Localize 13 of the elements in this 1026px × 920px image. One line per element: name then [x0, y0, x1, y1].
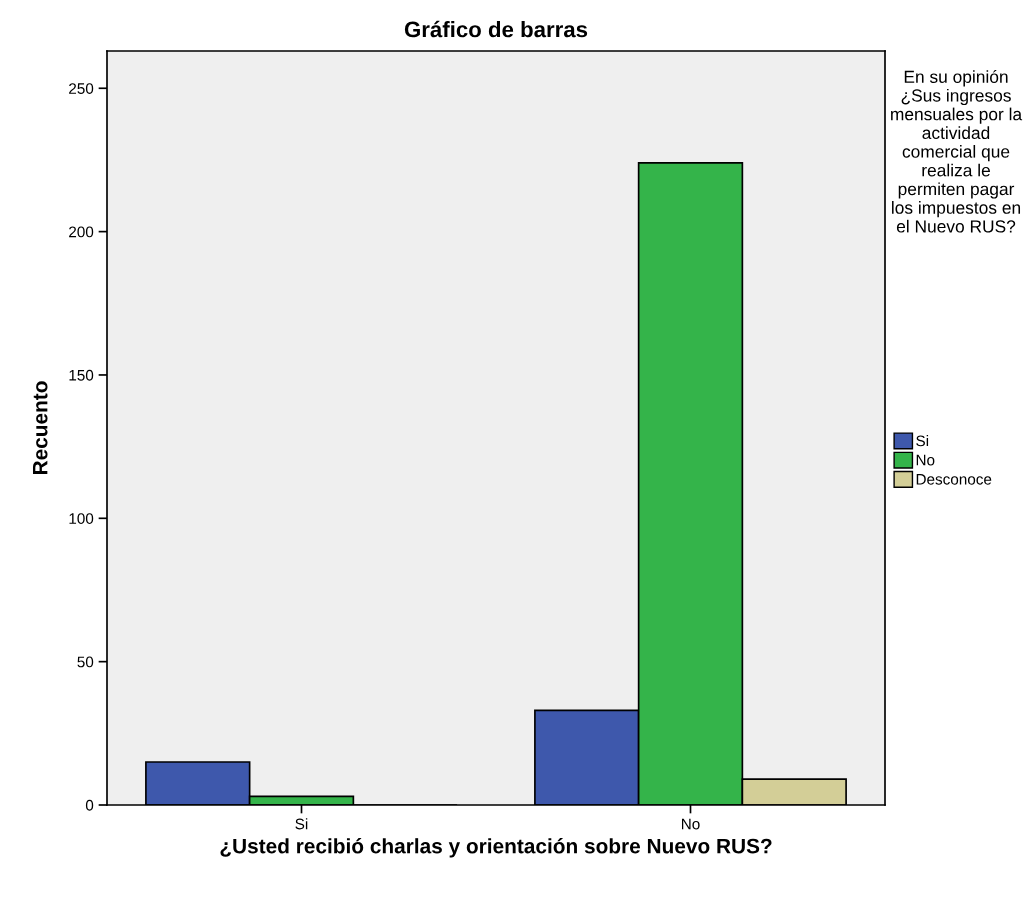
- y-tick-label: 50: [77, 656, 94, 668]
- legend-label: No: [916, 454, 935, 466]
- y-tick-label: 200: [69, 226, 94, 238]
- text: En su opinión ¿Sus ingresos mensuales por la actividad comercial que realiza le permiten pagar los impuestos en el Nuevo RUS?: [891, 70, 1023, 233]
- y-axis-title: Recuento: [33, 381, 48, 475]
- legend-label: Desconoce: [916, 474, 992, 485]
- chart-title: Gráfico de barras: [404, 20, 588, 38]
- y-tick-label: 150: [69, 369, 94, 381]
- x-axis-title: ¿Usted recibió charlas y orientación sobre Nuevo RUS?: [220, 837, 772, 858]
- y-tick-label: 250: [69, 83, 94, 94]
- legend-label: Si: [916, 435, 929, 447]
- y-tick-label: 0: [85, 799, 94, 811]
- y-tick-label: 100: [69, 513, 94, 524]
